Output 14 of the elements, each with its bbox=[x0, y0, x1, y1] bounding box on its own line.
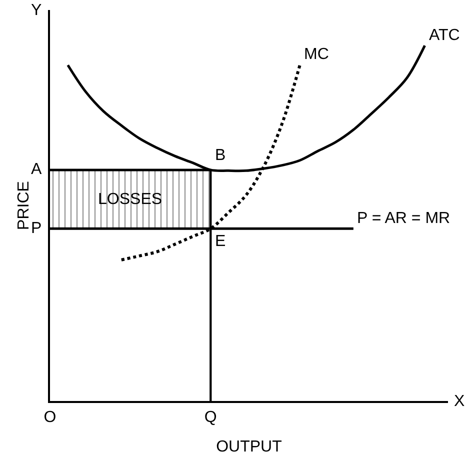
series-label: ATC bbox=[429, 27, 460, 44]
annotation: B bbox=[215, 147, 226, 164]
x-axis-title: OUTPUT bbox=[216, 438, 282, 456]
annotation: LOSSES bbox=[98, 191, 162, 208]
annotation: A bbox=[31, 161, 42, 178]
series-label: P = AR = MR bbox=[357, 210, 450, 227]
x-tick-label: Q bbox=[204, 409, 217, 426]
annotation: P bbox=[31, 220, 42, 237]
series-label: MC bbox=[304, 46, 329, 63]
text: X bbox=[454, 393, 465, 410]
y-axis-title: PRICE bbox=[15, 181, 32, 230]
x-tick-label: O bbox=[44, 409, 56, 426]
text: Y bbox=[31, 2, 42, 19]
annotation: E bbox=[215, 233, 226, 250]
